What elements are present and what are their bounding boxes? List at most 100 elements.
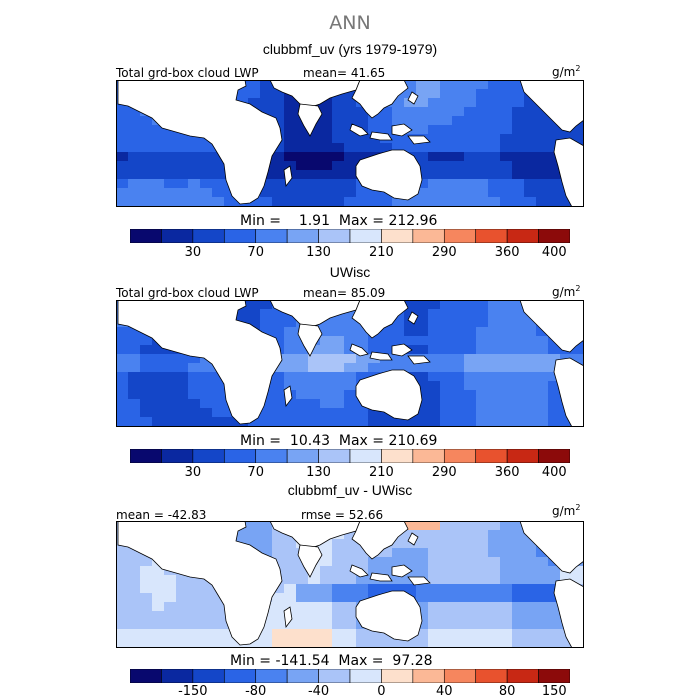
panel-1-unit: g/m2 [552, 64, 580, 79]
field-cell [464, 417, 477, 427]
field-cell [272, 620, 285, 630]
field-cell [452, 611, 465, 621]
field-cell [404, 327, 417, 337]
field-cell [152, 170, 165, 180]
field-cell [440, 336, 453, 346]
field-cell [536, 161, 549, 171]
field-cell [452, 336, 465, 346]
colorbar-swatch [130, 229, 162, 243]
field-cell [320, 161, 333, 171]
field-cell [380, 638, 393, 648]
field-cell [548, 143, 561, 153]
field-cell [152, 629, 165, 639]
field-cell [320, 557, 333, 567]
field-cell [308, 584, 321, 594]
field-cell [428, 363, 441, 373]
field-cell [356, 638, 369, 648]
field-cell [404, 521, 417, 531]
field-cell [476, 309, 489, 319]
field-cell [140, 134, 153, 144]
field-cell [248, 309, 261, 319]
field-cell [476, 116, 489, 126]
field-cell [512, 566, 525, 576]
field-cell [356, 134, 369, 144]
field-cell [548, 161, 561, 171]
field-cell [320, 372, 333, 382]
field-cell [476, 557, 489, 567]
field-cell [380, 125, 393, 135]
field-cell [428, 602, 441, 612]
field-cell [200, 143, 213, 153]
field-cell [452, 179, 465, 189]
colorbar-tick-label: 360 [494, 245, 520, 260]
panel-3-colorbar-ticks: -150 -80 -40 0 40 80 150 [130, 684, 570, 700]
field-cell [440, 629, 453, 639]
field-cell [224, 629, 237, 639]
field-cell [284, 539, 297, 549]
field-cell [248, 539, 261, 549]
panel-2-map-svg [116, 300, 584, 427]
field-cell [344, 548, 357, 558]
field-cell [128, 557, 141, 567]
field-cell [464, 354, 477, 364]
colorbar-swatch [475, 669, 508, 683]
field-cell [512, 399, 525, 409]
field-cell [164, 134, 177, 144]
field-cell [464, 584, 477, 594]
field-cell [140, 188, 153, 198]
field-cell [356, 584, 369, 594]
field-cell [512, 98, 525, 108]
landmass [297, 544, 323, 578]
field-cell [464, 620, 477, 630]
field-cell [332, 593, 345, 603]
field-cell [548, 197, 561, 207]
field-cell [416, 336, 429, 346]
field-cell [512, 408, 525, 418]
field-cell [344, 327, 357, 337]
field-cell [428, 318, 441, 328]
field-cell [488, 530, 501, 540]
field-cell [260, 188, 273, 198]
field-cell [464, 188, 477, 198]
field-cell [548, 584, 561, 594]
field-cell [260, 327, 273, 337]
field-cell [440, 80, 453, 90]
field-cell [512, 620, 525, 630]
field-cell [248, 89, 261, 99]
field-cell [296, 390, 309, 400]
field-cell [572, 345, 584, 355]
colorbar-swatch [506, 669, 539, 683]
field-cell [488, 188, 501, 198]
field-cell [464, 611, 477, 621]
field-cell [536, 566, 549, 576]
field-cell [320, 116, 333, 126]
field-cell [344, 309, 357, 319]
field-cell [536, 575, 549, 585]
field-cell [308, 170, 321, 180]
field-cell [320, 363, 333, 373]
field-cell [476, 399, 489, 409]
field-cell [188, 593, 201, 603]
field-cell [296, 134, 309, 144]
field-cell [368, 408, 381, 418]
field-cell [368, 566, 381, 576]
colorbar-tick-label: 290 [431, 245, 457, 260]
field-cell [416, 345, 429, 355]
field-cell [416, 381, 429, 391]
field-cell [308, 179, 321, 189]
field-cell [380, 143, 393, 153]
field-cell [416, 188, 429, 198]
landmass [117, 300, 283, 425]
field-cell [140, 566, 153, 576]
field-cell [164, 188, 177, 198]
field-cell [356, 575, 369, 585]
field-cell [536, 372, 549, 382]
field-cell [392, 548, 405, 558]
field-cell [332, 557, 345, 567]
field-cell [116, 629, 129, 639]
field-cell [296, 602, 309, 612]
field-cell [296, 629, 309, 639]
field-cell [500, 575, 513, 585]
field-cell [428, 336, 441, 346]
field-cell [284, 143, 297, 153]
